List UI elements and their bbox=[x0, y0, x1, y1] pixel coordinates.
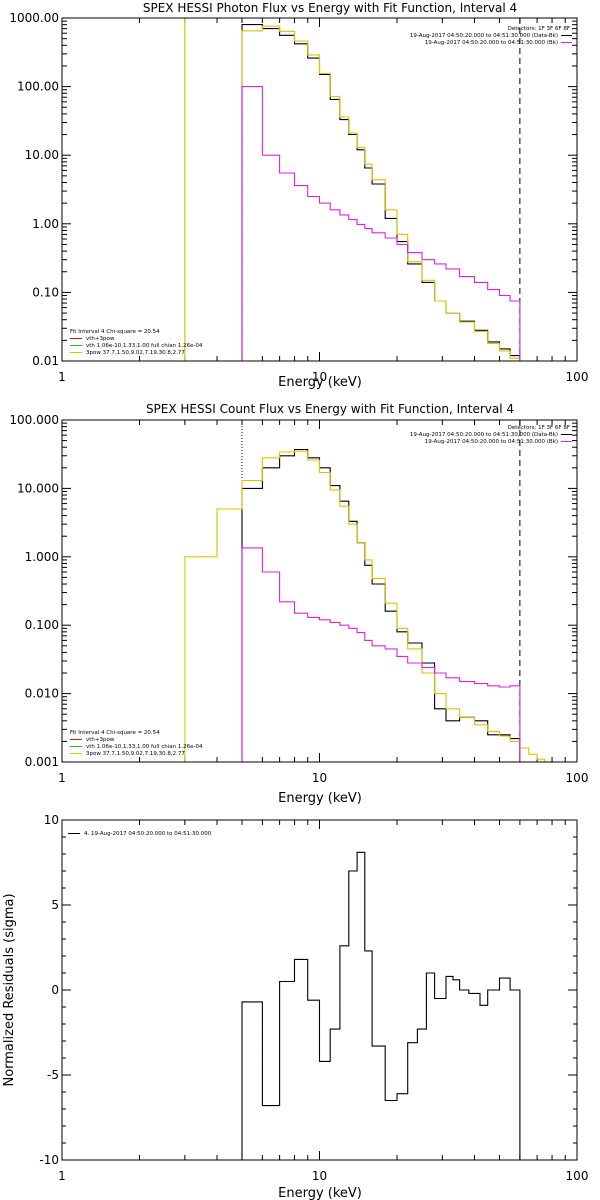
count-legend-fit-header: Fit Interval 4 Chi-square = 20.54 bbox=[70, 730, 160, 736]
count-legend-vth3pow: vth+3pow bbox=[86, 737, 115, 743]
count-ytick-label: 0.010 bbox=[25, 687, 59, 701]
photon-legend-detectors: Detectors: 1F 3F 6F 8F bbox=[508, 26, 570, 32]
count-series-bk bbox=[241, 547, 521, 762]
residuals-xlabel: Energy (keV) bbox=[278, 1186, 362, 1200]
residuals-panel: 1 10 100 10 5 0 -5 -10 Energy (keV) Normalized … bbox=[2, 813, 588, 1200]
residuals-xtick-label: 10 bbox=[312, 1169, 327, 1183]
count-series-data-bk bbox=[241, 448, 521, 762]
photon-series-data-bk bbox=[241, 24, 521, 361]
count-xtick-label: 100 bbox=[566, 771, 589, 785]
residuals-ylabel: Normalized Residuals (sigma) bbox=[2, 893, 17, 1086]
count-flux-panel: SPEX HESSI Count Flux vs Energy with Fit… bbox=[9, 402, 588, 806]
count-legend-3pow: 3pow 37.7,1.50,9.02,7.19,30.8,2.77 bbox=[86, 751, 185, 757]
residuals-ytick-label: 5 bbox=[51, 898, 59, 912]
count-flux-frame bbox=[61, 419, 578, 763]
photon-ytick-label: 0.10 bbox=[32, 285, 59, 299]
photon-legend-vth3pow: vth+3pow bbox=[86, 336, 115, 342]
residuals-legend: 4. 19-Aug-2017 04:50:20.000 to 04:51:30.… bbox=[84, 831, 212, 837]
photon-ytick-label: 100.00 bbox=[17, 80, 59, 94]
photon-series-fit bbox=[184, 25, 538, 362]
residuals-frame bbox=[61, 819, 578, 1161]
residuals-ytick-label: 0 bbox=[51, 983, 59, 997]
photon-series-bk bbox=[241, 86, 521, 361]
photon-legend-3pow: 3pow 37.7,1.50,9.02,7.19,30.8,2.77 bbox=[86, 350, 185, 356]
residuals-xtick-label: 1 bbox=[58, 1169, 66, 1183]
photon-flux-frame bbox=[61, 17, 578, 362]
count-xtick-label: 10 bbox=[312, 771, 327, 785]
count-flux-title: SPEX HESSI Count Flux vs Energy with Fit… bbox=[146, 402, 514, 416]
photon-xtick-label: 10 bbox=[312, 370, 327, 384]
count-ytick-label: 0.001 bbox=[25, 755, 59, 769]
residuals-ytick-label: -5 bbox=[47, 1068, 59, 1082]
count-ytick-label: 100.000 bbox=[9, 413, 59, 427]
count-ytick-label: 1.000 bbox=[25, 550, 59, 564]
count-ytick-label: 0.100 bbox=[25, 618, 59, 632]
photon-ytick-label: 1.00 bbox=[32, 217, 59, 231]
residuals-ytick-label: 10 bbox=[44, 813, 59, 827]
residuals-xtick-label: 100 bbox=[566, 1169, 589, 1183]
photon-ytick-label: 1000.00 bbox=[9, 11, 59, 25]
residuals-ytick-label: -10 bbox=[39, 1153, 59, 1167]
photon-legend-bk: 19-Aug-2017 04:50:20.000 to 04:51:30.000… bbox=[425, 40, 558, 46]
count-flux-xlabel: Energy (keV) bbox=[278, 791, 362, 806]
count-legend-data-bk: 19-Aug-2017 04:50:20.000 to 04:51:30.000… bbox=[410, 432, 558, 438]
photon-legend-fit-header: Fit Interval 4 Chi-square = 20.54 bbox=[70, 329, 160, 335]
count-legend-detectors: Detectors: 1F 3F 6F 8F bbox=[508, 425, 570, 431]
photon-flux-xlabel: Energy (keV) bbox=[278, 375, 362, 390]
photon-legend-data-bk: 19-Aug-2017 04:50:20.000 to 04:51:30.000… bbox=[410, 33, 558, 39]
count-flux-plot-area: 1 10 100 100.000 10.000 1.000 0.100 0.010 0.001 bbox=[9, 413, 588, 785]
photon-flux-title: SPEX HESSI Photon Flux vs Energy with Fi… bbox=[143, 1, 517, 15]
photon-legend-vth: vth 1.06e-10,1.33,1.00 full chian 1.26e-… bbox=[86, 343, 203, 349]
count-ytick-label: 10.000 bbox=[17, 481, 59, 495]
photon-flux-plot-area: 1 10 100 1000.00 100.00 10.00 1.00 0.10 0.01 bbox=[9, 11, 588, 384]
photon-ytick-label: 10.00 bbox=[25, 148, 59, 162]
photon-ytick-label: 0.01 bbox=[32, 354, 59, 368]
count-legend-bk: 19-Aug-2017 04:50:20.000 to 04:51:30.000… bbox=[425, 439, 558, 445]
count-legend-vth: vth 1.06e-10,1.33,1.00 full chian 1.26e-… bbox=[86, 744, 203, 750]
count-xtick-label: 1 bbox=[58, 771, 66, 785]
photon-xtick-label: 1 bbox=[58, 370, 66, 384]
count-series-fit bbox=[184, 450, 552, 763]
photon-flux-panel: SPEX HESSI Photon Flux vs Energy with Fi… bbox=[9, 1, 588, 390]
photon-xtick-label: 100 bbox=[566, 370, 589, 384]
residuals-plot-area: 1 10 100 10 5 0 -5 -10 bbox=[39, 813, 588, 1183]
residuals-series-4-19-aug-2017-04-50-20-000-to-04-51-30-000 bbox=[241, 851, 521, 1160]
